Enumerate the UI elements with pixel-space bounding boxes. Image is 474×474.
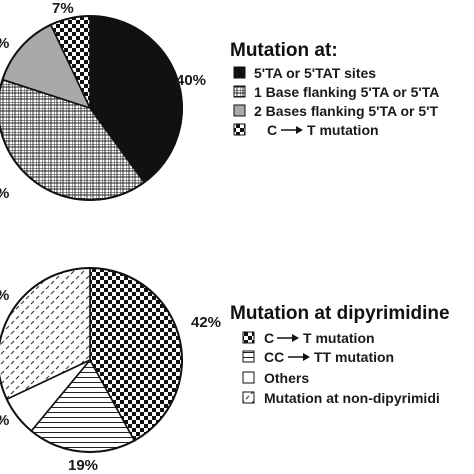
legend-2-label-1a: C (264, 330, 274, 346)
pie-2-slice-1-value-label: 42% (191, 314, 221, 331)
legend-2-label-4: Mutation at non-dipyrimidi (264, 390, 440, 406)
pie-chart-2: 42% 19% % % (0, 267, 221, 474)
legend-2-swatch-4 (242, 391, 255, 404)
legend-2-label-2a: CC (264, 349, 284, 365)
legend-2-label-3: Others (264, 370, 309, 386)
pie-1-partial-label-top: % (0, 35, 9, 52)
legend-1-label-1: 5'TA or 5'TAT sites (254, 65, 376, 81)
legend-1-label-3: 2 Bases flanking 5'TA or 5'T (254, 103, 438, 119)
legend-1-label-4a: C (267, 122, 277, 138)
legend-1-arrow-icon (281, 126, 303, 134)
legend-2-arrow-icon-2 (288, 353, 310, 361)
pie-1-outline (0, 15, 183, 201)
legend-2-title: Mutation at dipyrimidine (230, 303, 450, 324)
legend-1-swatch-3 (233, 104, 246, 117)
legend-1-swatch-1 (233, 66, 246, 79)
pie-1-slice-4-value-label: 7% (52, 0, 74, 17)
legend-2-swatch-3 (242, 371, 255, 384)
legend-1-swatch-2 (233, 85, 246, 98)
legend-2-label-1b: T mutation (303, 330, 375, 346)
legend-1: Mutation at: 5'TA or 5'TAT sites 1 Base … (230, 40, 439, 138)
legend-2-label-2b: TT mutation (314, 349, 394, 365)
pie-2-partial-label-top: % (0, 287, 9, 304)
pie-chart-1: 7% 40% % % (0, 0, 206, 202)
legend-1-swatch-4 (233, 123, 246, 136)
legend-2: Mutation at dipyrimidine C T mutation CC… (230, 303, 450, 406)
legend-2-swatch-1 (242, 331, 255, 344)
pie-2-slice-2-value-label: 19% (68, 457, 98, 474)
pie-2-outline (0, 267, 183, 453)
pie-2-slices (0, 267, 183, 453)
legend-1-label-4b: T mutation (307, 122, 379, 138)
pie-2-partial-label-bottom: % (0, 412, 9, 429)
legend-1-title: Mutation at: (230, 40, 338, 61)
legend-2-swatch-2 (242, 350, 255, 363)
pie-1-partial-label-bottom: % (0, 185, 9, 202)
legend-2-arrow-icon-1 (277, 334, 299, 342)
legend-1-label-2: 1 Base flanking 5'TA or 5'TA (254, 84, 439, 100)
pie-1-slice-1-value-label: 40% (176, 72, 206, 89)
pie-1-slices (0, 15, 183, 201)
